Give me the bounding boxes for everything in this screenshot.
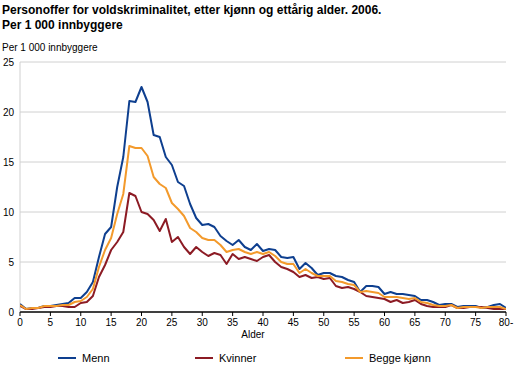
legend-swatch (195, 357, 213, 359)
x-tick (20, 312, 21, 316)
x-tick (80, 312, 81, 316)
x-tick (323, 312, 324, 316)
x-label: Alder (241, 329, 265, 340)
y-tick-label: 20 (3, 107, 15, 118)
x-tick-label: 80- (499, 317, 513, 328)
y-tick-label: 5 (8, 257, 14, 268)
x-tick-label: 40 (257, 317, 269, 328)
x-tick (171, 312, 172, 316)
x-tick-label: 0 (17, 317, 23, 328)
y-tick-label: 0 (8, 307, 14, 318)
grid-line (20, 62, 506, 63)
x-tick-label: 25 (166, 317, 178, 328)
legend-label: Menn (82, 352, 110, 364)
x-tick-label: 20 (136, 317, 148, 328)
subtitle: Per 1 000 innbyggere (2, 18, 123, 32)
legend-label: Kvinner (219, 352, 257, 364)
legend-swatch (345, 357, 363, 359)
y-tick-label: 25 (3, 57, 15, 68)
x-tick-label: 30 (197, 317, 209, 328)
x-tick (354, 312, 355, 316)
x-tick-label: 35 (227, 317, 239, 328)
grid-line (20, 212, 506, 213)
plot-area (20, 87, 506, 309)
x-tick (506, 312, 507, 316)
grid-line (20, 262, 506, 263)
legend-label: Begge kjønn (369, 352, 431, 364)
x-tick-label: 45 (288, 317, 300, 328)
x-tick (50, 312, 51, 316)
x-tick (202, 312, 203, 316)
x-tick (414, 312, 415, 316)
x-tick (263, 312, 264, 316)
x-tick-label: 5 (48, 317, 54, 328)
grid-line (20, 112, 506, 113)
x-tick-label: 70 (440, 317, 452, 328)
x-tick-label: 15 (106, 317, 118, 328)
x-tick-label: 55 (349, 317, 361, 328)
y-tick-label: 15 (3, 157, 15, 168)
series-line (20, 193, 506, 309)
x-tick (232, 312, 233, 316)
y-axis (20, 62, 21, 312)
series-line (20, 146, 506, 309)
x-tick-label: 65 (409, 317, 421, 328)
x-tick-label: 10 (75, 317, 87, 328)
x-tick (111, 312, 112, 316)
title: Personoffer for voldskriminalitet, etter… (2, 3, 381, 17)
x-tick (293, 312, 294, 316)
chart: Personoffer for voldskriminalitet, etter… (0, 0, 517, 375)
x-tick (445, 312, 446, 316)
x-tick-label: 60 (379, 317, 391, 328)
x-tick-label: 50 (318, 317, 330, 328)
x-tick (384, 312, 385, 316)
grid-line (20, 162, 506, 163)
x-tick-label: 75 (470, 317, 482, 328)
series-line (20, 87, 506, 309)
legend-swatch (58, 357, 76, 359)
x-tick (475, 312, 476, 316)
x-tick (141, 312, 142, 316)
y-tick-label: 10 (3, 207, 15, 218)
y-label: Per 1 000 innbyggere (2, 42, 98, 53)
